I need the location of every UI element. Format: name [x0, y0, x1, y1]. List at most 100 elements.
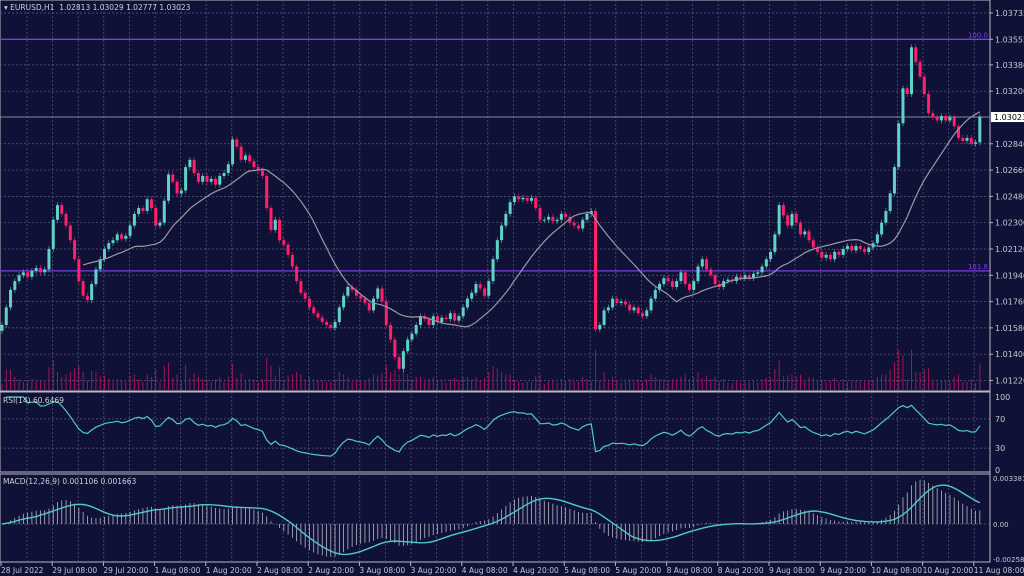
bearish-candle [85, 295, 89, 301]
bullish-candle [632, 307, 636, 311]
bullish-candle [726, 279, 730, 282]
bullish-candle [461, 307, 465, 317]
bearish-candle [320, 317, 324, 323]
macd-label: MACD(12,26,9) 0.001106 0.001663 [3, 477, 137, 486]
bullish-candle [867, 247, 871, 252]
macd-signal-line [1, 484, 981, 556]
bullish-candle [700, 259, 704, 267]
bearish-candle [781, 205, 785, 216]
bearish-candle [483, 288, 487, 296]
bullish-candle [692, 281, 696, 290]
bullish-candle [824, 254, 828, 258]
bearish-candle [282, 240, 286, 245]
bullish-candle [132, 213, 136, 226]
price-axis-label: 1.02660 [995, 166, 1024, 175]
rsi-axis-label: 70 [995, 415, 1005, 424]
bearish-candle [196, 172, 200, 182]
bearish-candle [863, 248, 867, 252]
bullish-candle [675, 281, 679, 287]
bullish-candle [679, 272, 683, 282]
bullish-candle [854, 246, 858, 251]
bearish-candle [77, 259, 81, 282]
bearish-candle [214, 178, 217, 185]
bullish-candle [521, 197, 525, 200]
bullish-candle [939, 116, 943, 121]
bullish-candle [209, 178, 213, 182]
time-axis-label: 11 Aug 08:00 [974, 566, 1024, 575]
bullish-candle [337, 307, 341, 323]
price-axis-label: 1.01580 [995, 324, 1024, 333]
current-price-label: 1.03023 [994, 113, 1024, 122]
bullish-candle [465, 298, 469, 308]
bullish-candle [653, 289, 657, 299]
price-axis-label: 1.03200 [995, 87, 1024, 96]
bullish-candle [500, 225, 504, 241]
bearish-candle [141, 208, 145, 211]
bearish-candle [171, 174, 175, 182]
fibonacci-level-label: 161.8 [968, 263, 988, 271]
time-axis-label: 1 Aug 20:00 [206, 566, 252, 575]
time-axis-label: 4 Aug 20:00 [513, 566, 559, 575]
bearish-candle [299, 281, 303, 293]
bullish-candle [371, 298, 375, 311]
bullish-candle [406, 339, 410, 352]
bullish-candle [803, 231, 807, 235]
bullish-candle [4, 307, 8, 325]
bearish-candle [961, 137, 965, 141]
rsi-line [6, 396, 981, 457]
bullish-candle [581, 219, 585, 229]
symbol-dropdown-icon[interactable]: ▾ [4, 3, 11, 12]
bearish-candle [636, 307, 640, 314]
bullish-candle [948, 117, 952, 121]
bullish-candle [231, 139, 235, 165]
bearish-candle [269, 208, 273, 230]
bearish-candle [389, 324, 393, 340]
bearish-candle [73, 240, 77, 260]
bullish-candle [107, 243, 111, 249]
rsi-label: RSI(14) 60.6469 [3, 396, 64, 405]
time-axis-label: 10 Aug 20:00 [923, 566, 974, 575]
bearish-candle [918, 61, 922, 77]
bullish-candle [875, 234, 879, 244]
bearish-candle [944, 116, 948, 121]
bearish-candle [38, 267, 42, 273]
bullish-candle [137, 208, 141, 214]
bearish-candle [260, 170, 264, 176]
bearish-candle [205, 175, 209, 182]
time-axis-label: 9 Aug 08:00 [769, 566, 815, 575]
bearish-candle [687, 284, 691, 290]
bearish-candle [350, 286, 354, 290]
bearish-candle [81, 281, 85, 296]
bullish-candle [470, 292, 474, 299]
bullish-candle [512, 196, 516, 203]
macd-axis-label: 0.00 [993, 521, 1009, 529]
price-axis-label: 1.03380 [995, 61, 1024, 70]
bearish-candle [252, 161, 256, 168]
bullish-candle [273, 219, 277, 230]
bullish-candle [585, 213, 589, 220]
price-axis-label: 1.01940 [995, 271, 1024, 280]
bullish-candle [743, 275, 747, 279]
bearish-candle [816, 247, 820, 252]
bearish-candle [798, 222, 802, 235]
bearish-candle [739, 276, 743, 279]
bearish-candle [393, 339, 397, 358]
time-axis-label: 9 Aug 20:00 [820, 566, 866, 575]
bullish-candle [333, 322, 337, 328]
bearish-candle [564, 213, 568, 217]
bullish-candle [841, 248, 845, 255]
bullish-candle [98, 259, 102, 270]
bearish-candle [312, 307, 316, 314]
low-value: 1.02777 [126, 3, 158, 12]
bullish-candle [188, 159, 192, 168]
bullish-candle [559, 213, 563, 220]
bullish-candle [649, 298, 653, 311]
bullish-candle [752, 273, 756, 279]
chart-header: ▾ EURUSD,H1 1.02813 1.03029 1.02777 1.03… [4, 3, 190, 12]
high-value: 1.03029 [92, 3, 124, 12]
bearish-candle [444, 317, 448, 320]
bullish-candle [102, 248, 106, 260]
price-axis-label: 1.02120 [995, 245, 1024, 254]
bearish-candle [551, 216, 555, 222]
